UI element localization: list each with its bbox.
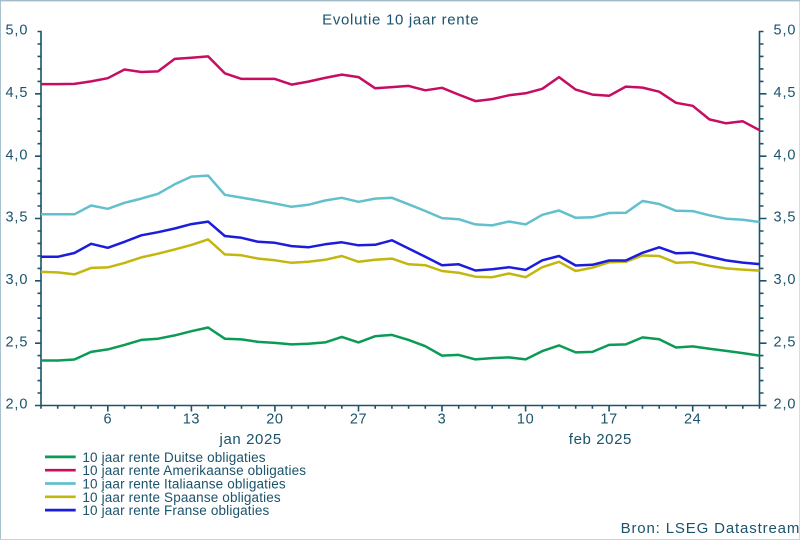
svg-text:4,5: 4,5 <box>774 85 797 101</box>
svg-text:10 jaar rente Italiaanse oblig: 10 jaar rente Italiaanse obligaties <box>82 477 285 492</box>
svg-text:4,0: 4,0 <box>5 147 28 163</box>
svg-text:5,0: 5,0 <box>5 23 28 39</box>
svg-text:3,0: 3,0 <box>5 272 28 288</box>
svg-text:3,0: 3,0 <box>774 272 797 288</box>
svg-text:feb 2025: feb 2025 <box>569 431 632 448</box>
svg-text:2,0: 2,0 <box>774 397 797 413</box>
svg-text:3,5: 3,5 <box>5 210 28 226</box>
svg-text:10 jaar rente Franse obligatie: 10 jaar rente Franse obligaties <box>82 503 269 518</box>
svg-text:Bron: LSEG Datastream: Bron: LSEG Datastream <box>621 520 800 537</box>
svg-text:20: 20 <box>266 412 283 428</box>
svg-text:10 jaar rente Spaanse obligati: 10 jaar rente Spaanse obligaties <box>82 490 281 505</box>
svg-text:13: 13 <box>183 412 200 428</box>
svg-text:3,5: 3,5 <box>774 210 797 226</box>
svg-text:2,5: 2,5 <box>774 334 797 350</box>
svg-text:6: 6 <box>103 412 112 428</box>
svg-text:Evolutie 10 jaar rente: Evolutie 10 jaar rente <box>322 11 479 28</box>
svg-text:17: 17 <box>600 412 617 428</box>
svg-text:4,0: 4,0 <box>774 147 797 163</box>
svg-text:4,5: 4,5 <box>5 85 28 101</box>
svg-text:10 jaar rente Duitse obligatie: 10 jaar rente Duitse obligaties <box>82 450 265 465</box>
svg-text:24: 24 <box>684 412 701 428</box>
svg-text:2,5: 2,5 <box>5 334 28 350</box>
svg-text:27: 27 <box>350 412 367 428</box>
svg-text:10 jaar rente Amerikaanse obli: 10 jaar rente Amerikaanse obligaties <box>82 463 306 478</box>
svg-text:2,0: 2,0 <box>5 397 28 413</box>
svg-text:jan 2025: jan 2025 <box>219 431 282 448</box>
svg-text:3: 3 <box>438 412 447 428</box>
svg-text:5,0: 5,0 <box>774 23 797 39</box>
svg-text:10: 10 <box>517 412 534 428</box>
